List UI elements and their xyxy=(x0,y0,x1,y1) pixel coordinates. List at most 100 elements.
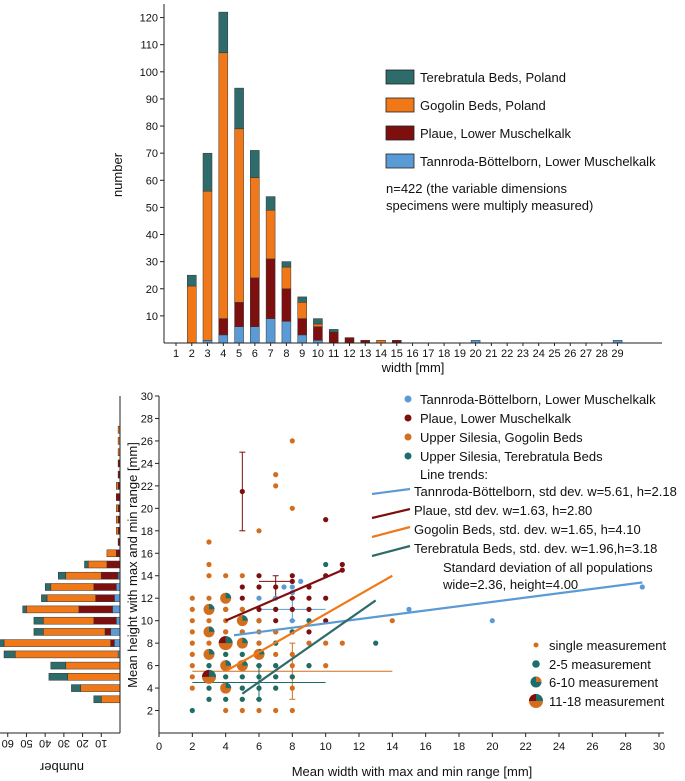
hist-ytick-label: 100 xyxy=(140,67,158,79)
big-marker-6-10 xyxy=(236,637,248,649)
point-plaue xyxy=(306,629,312,635)
hbar-terebratula-11 xyxy=(22,605,27,614)
hbar-plaue-12 xyxy=(95,594,115,602)
side-tick-label: 30 xyxy=(58,737,70,749)
scatter-xtick-label: 20 xyxy=(486,741,498,753)
hist-xtick-label: 28 xyxy=(596,348,608,360)
hbar-gogolin-9 xyxy=(43,628,106,636)
hbar-gogolin-4 xyxy=(80,684,121,692)
hbar-tannroda-10 xyxy=(116,616,121,625)
point-upper_silesia_terebratula xyxy=(223,696,229,702)
scatter-ytick-label: 2 xyxy=(147,706,153,718)
hist-ytick-label: 80 xyxy=(146,121,158,133)
big-marker-11-18 xyxy=(218,636,233,651)
hist-xtick-label: 1 xyxy=(173,348,179,360)
legend-label-tannroda: Tannroda-Böttelborn, Lower Muschelkalk xyxy=(420,154,656,169)
point-upper_silesia_terebratula xyxy=(373,640,379,646)
hist-ytick-label: 40 xyxy=(146,230,158,242)
hbar-plaue-15 xyxy=(106,560,121,569)
hbar-gogolin-18 xyxy=(116,527,119,535)
hbar-gogolin-3 xyxy=(101,695,121,704)
legend-swatch-plaue xyxy=(385,125,415,141)
point-tannroda xyxy=(298,578,304,585)
bar-terebratula-5 xyxy=(234,87,244,130)
legend-label-terebratula-scatter: Upper Silesia, Terebratula Beds xyxy=(420,449,603,464)
legend-trend-terebratula xyxy=(371,544,411,558)
scatter-ytick-label: 30 xyxy=(141,391,153,403)
hbar-terebratula-13 xyxy=(44,583,52,591)
scatter-xtick-label: 0 xyxy=(156,741,162,753)
trend-line-plaue xyxy=(225,569,343,622)
legend-dot-plaue xyxy=(404,414,412,422)
hbar-tannroda-11 xyxy=(112,605,121,614)
point-upper_silesia_terebratula xyxy=(323,561,329,568)
point-plaue xyxy=(289,606,295,613)
bar-plaue-5 xyxy=(234,302,244,327)
point-upper_silesia_gogolin xyxy=(189,618,195,624)
point-upper_silesia_terebratula xyxy=(239,696,245,702)
hbar-plaue-21 xyxy=(116,493,121,501)
hbar-terebratula-5 xyxy=(48,673,68,681)
bar-gogolin-5 xyxy=(234,128,244,303)
point-upper_silesia_terebratula xyxy=(256,674,262,680)
point-upper_silesia_gogolin xyxy=(273,472,279,478)
point-upper_silesia_terebratula xyxy=(223,651,229,658)
bar-tannroda-9 xyxy=(297,334,307,344)
point-plaue xyxy=(289,578,295,585)
point-upper_silesia_gogolin xyxy=(223,606,229,613)
size-legend-label-2-5: 2-5 measurement xyxy=(549,657,651,672)
hbar-terebratula-10 xyxy=(33,616,44,625)
hbar-terebratula-8 xyxy=(0,639,5,647)
point-upper_silesia_terebratula xyxy=(273,674,279,680)
point-upper_silesia_gogolin xyxy=(223,707,229,714)
bar-terebratula-6 xyxy=(250,150,260,178)
legend-trend-label-tannroda: Tannroda-Böttelborn, std dev. w=5.61, h=… xyxy=(414,484,677,499)
point-upper_silesia_gogolin xyxy=(223,573,229,579)
point-upper_silesia_gogolin xyxy=(289,707,295,714)
bar-plaue-10 xyxy=(313,326,323,341)
scatter-xtick-label: 16 xyxy=(420,741,432,753)
trend-line-gogolin xyxy=(225,574,393,673)
point-upper_silesia_gogolin xyxy=(206,640,212,646)
point-upper_silesia_terebratula xyxy=(289,674,295,680)
point-upper_silesia_terebratula xyxy=(239,674,245,680)
bar-gogolin-2 xyxy=(187,285,197,344)
scatter-ytick-label: 12 xyxy=(141,593,153,605)
hist-ytick-label: 10 xyxy=(146,311,158,323)
point-plaue xyxy=(239,488,245,495)
side-tick-label: 10 xyxy=(95,737,107,749)
point-tannroda xyxy=(289,584,295,590)
hbar-plaue-13 xyxy=(93,583,117,591)
bar-tannroda-8 xyxy=(281,321,292,344)
point-upper_silesia_terebratula xyxy=(239,685,245,691)
bar-gogolin-8 xyxy=(281,266,292,290)
hbar-tannroda-9 xyxy=(110,628,121,636)
point-plaue xyxy=(306,606,312,613)
point-upper_silesia_terebratula xyxy=(206,685,212,691)
legend-dot-tannroda xyxy=(404,395,412,403)
hist-ytick-label: 30 xyxy=(146,257,158,269)
point-upper_silesia_terebratula xyxy=(256,663,262,669)
bar-plaue-11 xyxy=(328,331,339,344)
point-upper_silesia_gogolin xyxy=(206,595,212,601)
bar-terebratula-8 xyxy=(281,261,292,268)
scatter-ytick-label: 20 xyxy=(141,503,153,515)
scatter-xtick-label: 8 xyxy=(289,741,295,753)
point-plaue xyxy=(323,595,329,601)
size-legend-label-single: single measurement xyxy=(549,638,666,653)
legend-label-gogolin-scatter: Upper Silesia, Gogolin Beds xyxy=(420,430,583,445)
hbar-terebratula-15 xyxy=(84,560,89,569)
point-upper_silesia_gogolin xyxy=(289,663,295,669)
scatter-trend-lines xyxy=(225,569,643,695)
scatter-xtick-label: 10 xyxy=(320,741,332,753)
bar-terebratula-11 xyxy=(328,329,339,333)
scatter-ytick-label: 24 xyxy=(141,458,153,470)
legend-dot-gogolin xyxy=(404,433,412,441)
big-marker-6-10 xyxy=(236,615,248,627)
bar-terebratula-2 xyxy=(187,274,197,287)
legend-swatch-terebratula xyxy=(385,69,415,85)
scatter-xtick-label: 26 xyxy=(586,741,598,753)
legend-dot-terebratula xyxy=(404,452,412,460)
hbar-gogolin-13 xyxy=(50,583,95,591)
